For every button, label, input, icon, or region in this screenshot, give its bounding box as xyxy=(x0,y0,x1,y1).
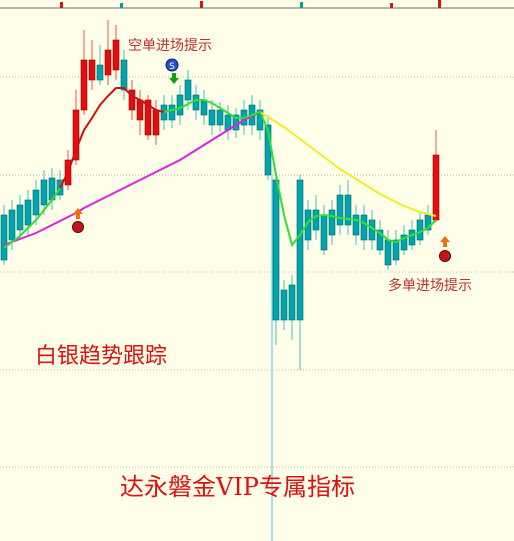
candle-body xyxy=(88,59,96,81)
candle-body xyxy=(184,79,192,101)
candle-body xyxy=(200,99,208,116)
indicator-line xyxy=(259,111,437,217)
up-arrow xyxy=(73,208,83,219)
annotation: 空单进场提示 xyxy=(128,38,212,54)
candle-body xyxy=(104,49,112,76)
candle-body xyxy=(176,94,184,116)
candle-body xyxy=(72,109,80,161)
strip-bar xyxy=(120,3,123,8)
candle-body xyxy=(32,189,40,216)
candle-body xyxy=(208,109,216,126)
candle-body xyxy=(24,199,32,226)
candle-body xyxy=(216,109,224,126)
indicator-line xyxy=(59,87,165,189)
strip-bar xyxy=(300,2,303,8)
chart-subtitle: 达永磐金VIP专属指标 xyxy=(120,473,355,501)
candle-body xyxy=(160,104,168,121)
down-arrow xyxy=(169,73,179,84)
candle-body xyxy=(352,214,360,236)
indicator-line xyxy=(163,99,437,248)
up-arrow xyxy=(440,236,450,247)
annotation: 多单进场提示 xyxy=(388,277,472,294)
ball-letter: S xyxy=(169,62,175,72)
strip-bar xyxy=(390,3,393,8)
candle-body xyxy=(40,179,48,206)
candle-body xyxy=(112,39,120,71)
candle-body xyxy=(120,59,128,91)
strip-bar xyxy=(438,0,441,8)
candle-body xyxy=(296,179,304,321)
indicator-line xyxy=(3,111,261,246)
candle-body xyxy=(136,99,144,121)
signal-ball xyxy=(72,221,84,233)
plot xyxy=(0,20,440,370)
candle-body xyxy=(408,229,416,246)
short-ball xyxy=(165,58,179,72)
candle-body xyxy=(288,284,296,321)
candle-body xyxy=(336,194,344,226)
candle-body xyxy=(344,194,352,226)
candle-body xyxy=(280,289,288,321)
chart-title: 白银趋势跟踪 xyxy=(35,344,167,369)
candle-body xyxy=(8,209,16,241)
candle-body xyxy=(360,214,368,241)
strip-bar xyxy=(60,2,63,8)
candle-body xyxy=(152,109,160,136)
candle-body xyxy=(80,59,88,111)
candle-body xyxy=(328,209,336,236)
candle-body xyxy=(144,99,152,136)
candle-body xyxy=(168,104,176,121)
candle-body xyxy=(96,64,104,81)
candle-body xyxy=(384,239,392,266)
candle-body xyxy=(392,239,400,261)
candle-body xyxy=(376,229,384,251)
candle-body xyxy=(312,209,320,231)
candle-body xyxy=(320,214,328,251)
candle-body xyxy=(0,214,8,261)
candle-body xyxy=(272,179,280,321)
top-strip xyxy=(0,0,514,9)
candle-body xyxy=(400,234,408,251)
signal-markers: S xyxy=(72,58,451,262)
indicator-line xyxy=(3,187,61,249)
candle-body xyxy=(128,89,136,111)
candle-body xyxy=(432,154,440,221)
candle-body xyxy=(16,204,24,231)
candle-body xyxy=(192,94,200,111)
signal-ball xyxy=(439,250,451,262)
strip-bar xyxy=(200,1,203,8)
